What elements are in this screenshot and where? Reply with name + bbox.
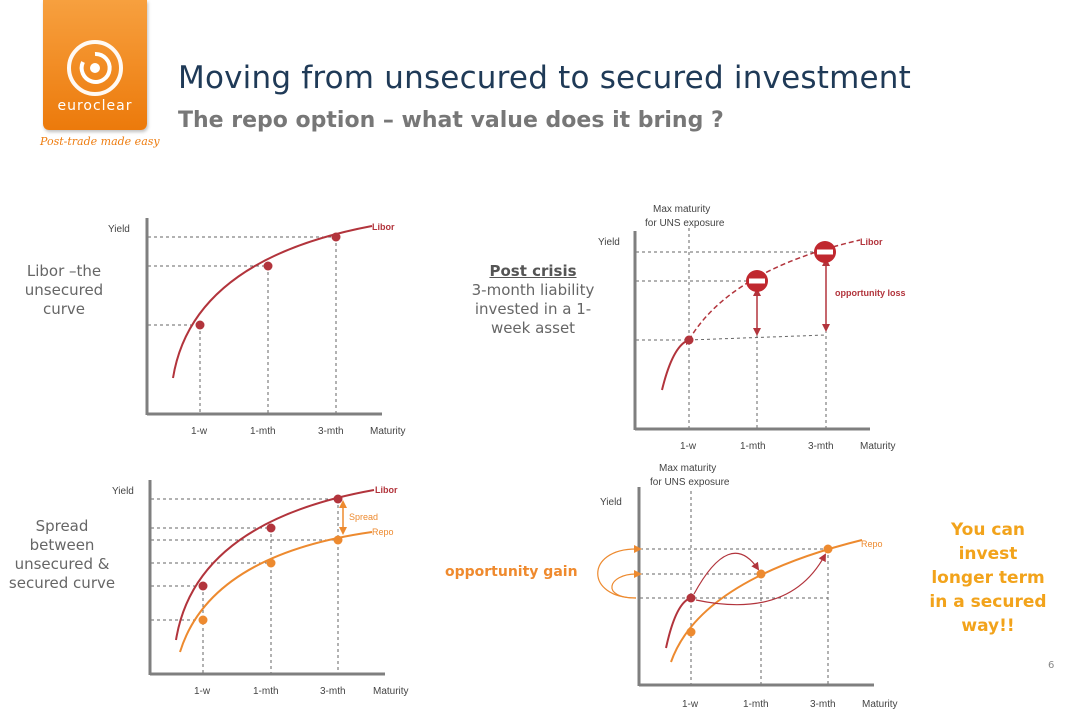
libor-series-label: Libor: [860, 237, 883, 247]
libor-point-1w: [684, 335, 694, 345]
repo-curve: [670, 539, 863, 663]
libor-curve: [172, 225, 373, 379]
repo-point-3m: [823, 544, 833, 554]
tick-label-1w: 1-w: [680, 441, 697, 452]
post-crisis-note: Post crisis 3-month liability invested i…: [468, 262, 598, 338]
x-axis-label: Maturity: [860, 441, 896, 452]
tick-label-1w: 1-w: [682, 699, 699, 710]
libor-point-1m: [263, 261, 273, 271]
libor-point-3m: [333, 494, 343, 504]
repo-point-3m: [333, 535, 343, 545]
repo-series-label: Repo: [372, 527, 394, 537]
post-crisis-body: 3-month liability invested in a 1-week a…: [471, 281, 595, 337]
libor-curve: [665, 597, 692, 649]
libor-curve: [661, 339, 690, 391]
y-axis-label: Yield: [598, 237, 620, 248]
libor-curve-panel: [148, 236, 337, 414]
max-maturity-label-2: for UNS exposure: [645, 218, 725, 229]
no-entry-icon: [814, 241, 836, 263]
tick-label-1m: 1-mth: [740, 441, 766, 452]
x-axis-label: Maturity: [373, 686, 409, 697]
tick-label-1w: 1-w: [194, 686, 211, 697]
x-axis-label: Maturity: [370, 426, 406, 437]
max-maturity-label: Max maturity: [659, 463, 716, 474]
euroclear-logo: [43, 0, 147, 130]
page-number: 6: [1048, 660, 1055, 671]
no-entry-icon: [746, 270, 768, 292]
tick-label-1w: 1-w: [191, 426, 208, 437]
libor-series-label: Libor: [375, 485, 398, 495]
tick-label-3m: 3-mth: [320, 686, 346, 697]
repo-point-1m: [756, 569, 766, 579]
opportunity-gain-panel: [640, 491, 829, 685]
x-axis-label: Maturity: [862, 699, 898, 710]
max-maturity-label-2: for UNS exposure: [650, 477, 730, 488]
repo-curve: [179, 531, 373, 653]
libor-point-1w: [195, 320, 205, 330]
max-maturity-label: Max maturity: [653, 204, 710, 215]
spread-series-label: Spread: [349, 512, 378, 522]
tick-label-3m: 3-mth: [318, 426, 344, 437]
opportunity-gain-label: opportunity gain: [445, 564, 578, 580]
y-axis-label: Yield: [112, 486, 134, 497]
libor-series-label: Libor: [372, 222, 395, 232]
slide-subtitle: The repo option – what value does it bri…: [178, 108, 724, 133]
gain-bracket-large: [597, 545, 642, 599]
libor-point-3m: [331, 232, 341, 242]
slide-title: Moving from unsecured to secured investm…: [178, 60, 911, 96]
opportunity-loss-label: opportunity loss: [835, 288, 906, 298]
libor-point-1w: [198, 581, 208, 591]
libor-point-1m: [266, 523, 276, 533]
invest-secured-message: You can invest longer term in a secured …: [929, 520, 1047, 636]
repo-series-label: Repo: [861, 539, 883, 549]
repo-point-1w: [686, 627, 696, 637]
tick-label-3m: 3-mth: [808, 441, 834, 452]
libor-curve-label: Libor –the unsecured curve: [24, 262, 104, 318]
post-crisis-heading: Post crisis: [489, 262, 577, 280]
invest-arrow-1m: [693, 552, 760, 595]
spread-panel: [151, 498, 339, 674]
tick-label-1m: 1-mth: [743, 699, 769, 710]
repo-point-1m: [266, 558, 276, 568]
tick-label-1m: 1-mth: [253, 686, 279, 697]
logo-swirl-icon: [67, 40, 123, 96]
invest-arrow-3m: [695, 553, 826, 606]
logo-wordmark: euroclear: [57, 98, 133, 114]
repo-point-1w: [198, 615, 208, 625]
y-axis-label: Yield: [108, 224, 130, 235]
libor-curve: [175, 489, 375, 641]
y-axis-label: Yield: [600, 497, 622, 508]
libor-point-1w: [686, 593, 696, 603]
tick-label-3m: 3-mth: [810, 699, 836, 710]
spread-label: Spread between unsecured & secured curve: [8, 517, 116, 592]
tick-label-1m: 1-mth: [250, 426, 276, 437]
logo-tagline: Post-trade made easy: [40, 135, 160, 148]
